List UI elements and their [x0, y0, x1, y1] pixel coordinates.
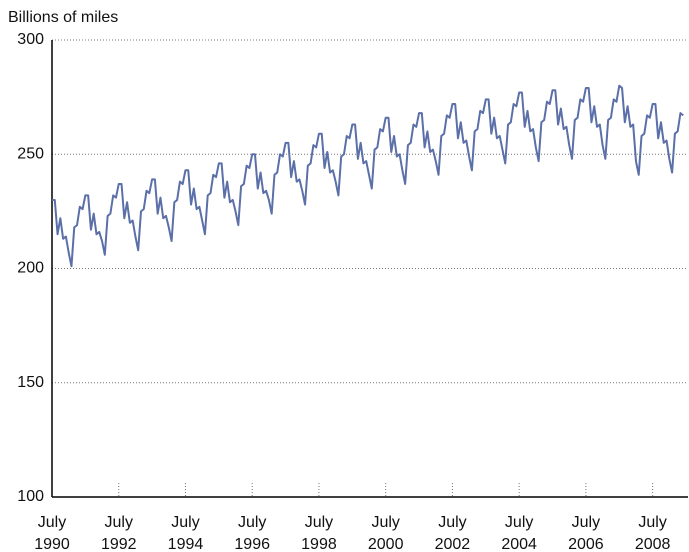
x-tick-label-line: 2004 — [501, 536, 537, 552]
x-tick-label: July 2006 — [568, 514, 604, 552]
x-tick-label-line: 1992 — [101, 536, 137, 552]
y-axis-title: Billions of miles — [8, 9, 118, 26]
x-tick-label-line: July — [105, 514, 133, 531]
data-line — [52, 84, 684, 268]
x-tick-label: July 1996 — [234, 514, 270, 552]
x-tick-label-line: July — [305, 514, 333, 531]
x-tick-label-line: July — [171, 514, 199, 531]
x-tick-label-line: July — [38, 514, 66, 531]
x-tick-label: July 2004 — [501, 514, 537, 552]
y-tick-label: 150 — [17, 374, 44, 391]
x-tick-label-line: 2000 — [368, 536, 404, 552]
x-tick-label: July 2008 — [635, 514, 671, 552]
x-tick-label-line: 1998 — [301, 536, 337, 552]
x-tick-label: July 1990 — [34, 514, 70, 552]
x-tick-label: July 1994 — [168, 514, 204, 552]
x-tick-label-line: July — [638, 514, 666, 531]
x-tick-label-line: 1990 — [34, 536, 70, 552]
x-tick-label-line: 2008 — [635, 536, 671, 552]
x-tick-label: July 2002 — [435, 514, 471, 552]
y-tick-label: 100 — [17, 488, 44, 505]
x-tick-label-line: 1996 — [234, 536, 270, 552]
x-tick-label-line: July — [572, 514, 600, 531]
x-tick-label-line: 2006 — [568, 536, 604, 552]
x-tick-label: July 1998 — [301, 514, 337, 552]
y-tick-label: 250 — [17, 145, 44, 162]
x-tick-label: July 2000 — [368, 514, 404, 552]
y-tick-label: 200 — [17, 260, 44, 277]
x-tick-label-line: July — [238, 514, 266, 531]
x-tick-label: July 1992 — [101, 514, 137, 552]
y-tick-label: 300 — [17, 31, 44, 48]
x-tick-label-line: 1994 — [168, 536, 204, 552]
x-tick-label-line: July — [505, 514, 533, 531]
x-tick-label-line: July — [438, 514, 466, 531]
x-tick-label-line: 2002 — [435, 536, 471, 552]
x-tick-label-line: July — [371, 514, 399, 531]
